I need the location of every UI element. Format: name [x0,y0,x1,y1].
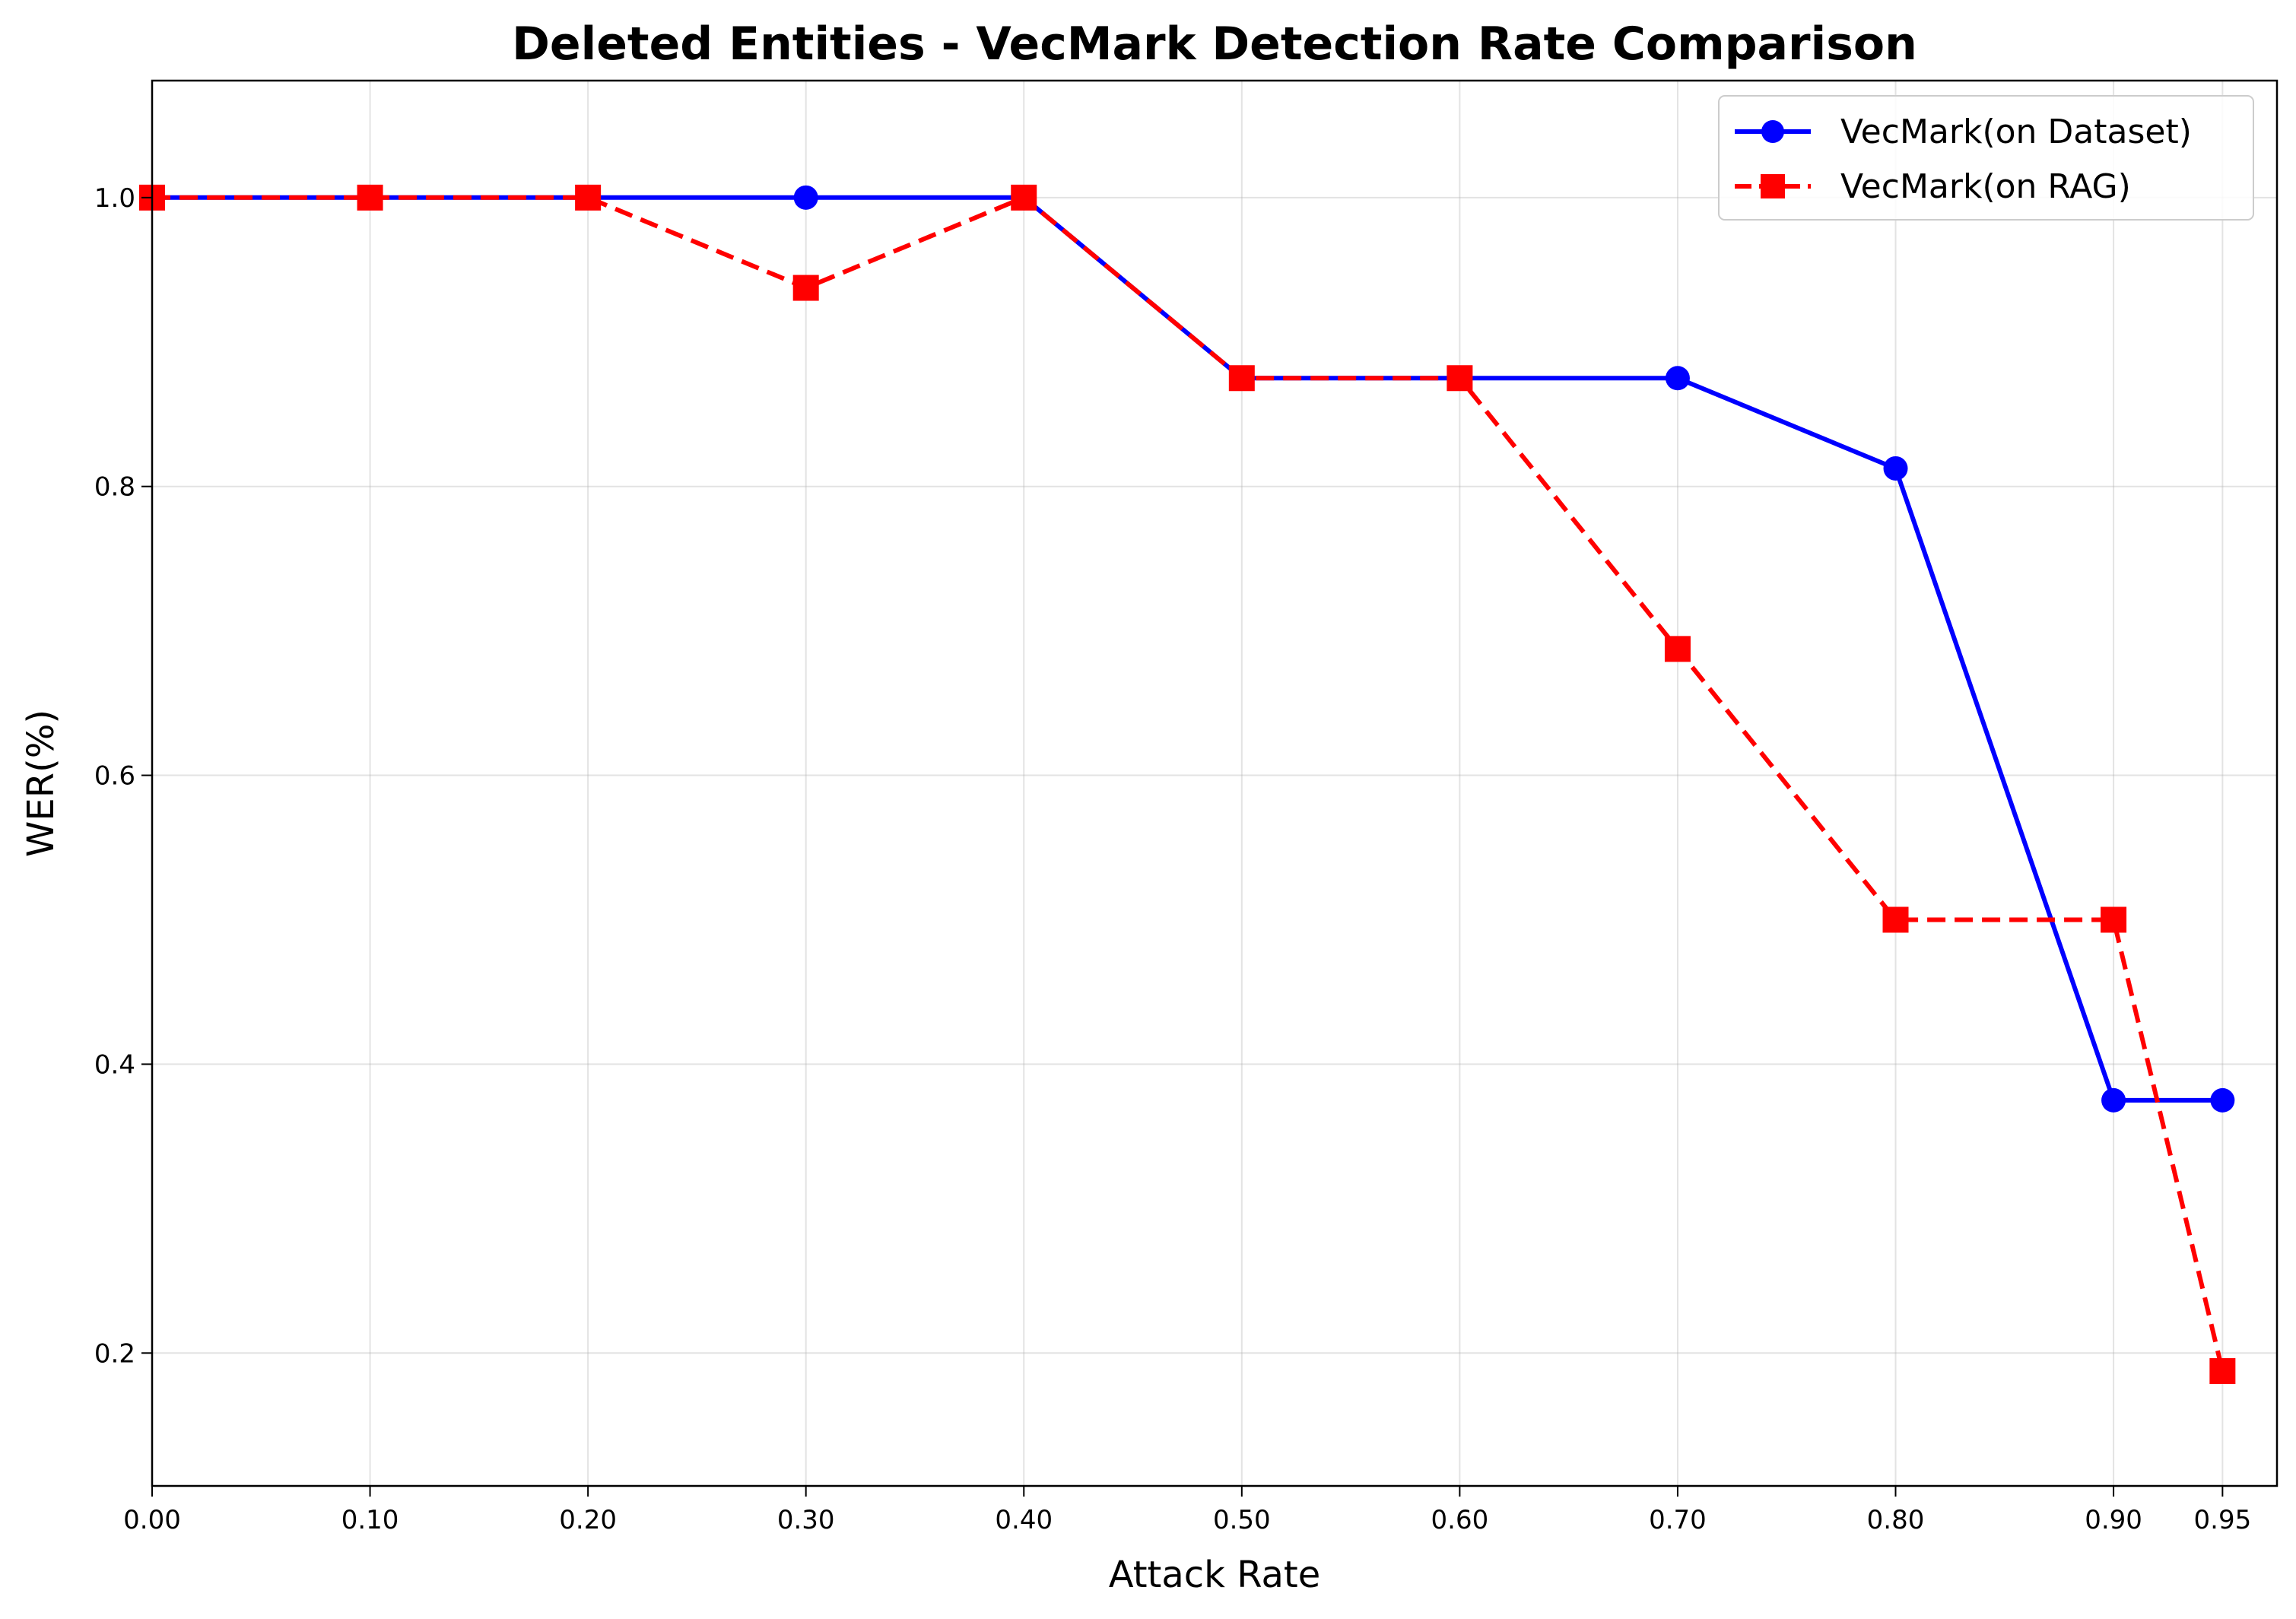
x-tick-label: 0.90 [2085,1505,2142,1535]
x-tick-label: 0.10 [341,1505,399,1535]
x-tick-label: 0.95 [2194,1505,2252,1535]
data-point-dataset [1665,366,1690,391]
legend-marker-dataset [1761,120,1784,143]
data-point-rag [2209,1358,2236,1385]
legend-marker-rag [1761,174,1785,198]
x-tick-label: 0.80 [1867,1505,1925,1535]
x-axis: 0.00 0.10 0.20 0.30 0.40 0.50 0.60 0.70 0.80 0.90… [123,1486,2251,1535]
y-tick-label: 0.8 [94,472,135,503]
data-point-rag [792,275,819,301]
data-point-rag [1011,184,1037,211]
y-axis: 0.2 0.4 0.6 0.8 1.0 [94,183,152,1369]
x-axis-label: Attack Rate [1109,1554,1321,1596]
y-axis-label: WER(%) [20,710,62,857]
data-point-dataset [1883,456,1908,481]
legend-label-dataset: VecMark(on Dataset) [1840,113,2192,151]
legend-label-rag: VecMark(on RAG) [1840,167,2131,206]
y-tick-label: 0.4 [94,1049,135,1080]
data-point-rag [1447,365,1473,392]
data-point-rag [1228,365,1255,392]
y-tick-label: 0.6 [94,761,135,792]
grid [151,81,2277,1486]
data-point-rag [357,184,383,211]
x-tick-label: 0.30 [777,1505,835,1535]
x-tick-label: 0.50 [1213,1505,1271,1535]
data-point-rag [575,184,602,211]
data-point-rag [1882,906,1909,933]
legend-box [1718,95,2254,221]
x-tick-label: 0.60 [1431,1505,1489,1535]
y-tick-label: 0.2 [94,1338,135,1369]
data-point-dataset [793,185,818,210]
data-point-rag [1664,636,1691,662]
data-point-dataset [2101,1087,2126,1113]
data-point-dataset [2210,1087,2235,1113]
data-point-rag [2101,906,2127,933]
y-tick-label: 1.0 [94,183,135,214]
x-tick-label: 0.20 [559,1505,617,1535]
legend: VecMark(on Dataset) VecMark(on RAG) [1718,95,2254,221]
chart-title: Deleted Entities - VecMark Detection Rat… [512,17,1917,71]
x-tick-label: 0.40 [995,1505,1053,1535]
x-tick-label: 0.00 [123,1505,181,1535]
x-tick-label: 0.70 [1649,1505,1707,1535]
plot-frame [151,79,2279,1487]
